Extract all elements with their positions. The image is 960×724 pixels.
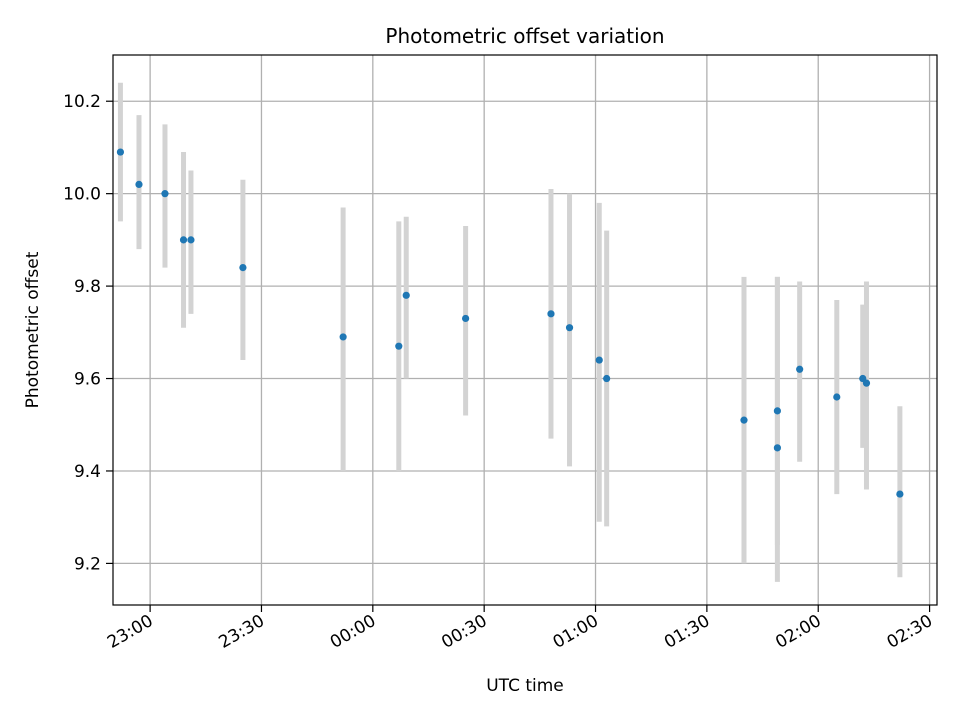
data-point bbox=[773, 407, 781, 415]
data-point bbox=[395, 342, 403, 350]
data-point bbox=[896, 490, 904, 498]
data-point bbox=[135, 180, 143, 189]
chart-title: Photometric offset variation bbox=[385, 24, 664, 48]
plot-frame bbox=[112, 54, 938, 606]
data-point bbox=[402, 291, 410, 299]
data-point bbox=[833, 393, 841, 401]
data-point bbox=[595, 356, 603, 364]
y-axis-label: Photometric offset bbox=[23, 251, 43, 408]
y-tick-label: 9.8 bbox=[74, 277, 101, 297]
data-points bbox=[116, 148, 904, 498]
data-point bbox=[862, 379, 871, 387]
y-tick-label: 10.2 bbox=[63, 92, 101, 112]
data-point bbox=[603, 374, 611, 383]
data-point bbox=[116, 148, 125, 156]
y-tick-label: 9.2 bbox=[74, 554, 101, 574]
data-point bbox=[239, 264, 247, 272]
data-point bbox=[187, 236, 195, 244]
data-point bbox=[161, 190, 169, 198]
y-tick-label: 9.6 bbox=[74, 370, 101, 390]
y-tick-label: 10.0 bbox=[63, 185, 101, 205]
y-axis-ticks: 9.2 9.4 9.6 9.8 10.0 10.2 bbox=[63, 92, 113, 574]
data-point bbox=[565, 324, 574, 332]
y-tick-label: 9.4 bbox=[74, 462, 101, 482]
data-point bbox=[773, 444, 781, 452]
data-point bbox=[796, 365, 804, 373]
data-point bbox=[462, 314, 470, 323]
data-point bbox=[740, 416, 748, 424]
data-point bbox=[339, 333, 347, 341]
data-point bbox=[547, 310, 555, 318]
x-axis-label: UTC time bbox=[486, 676, 564, 696]
data-point bbox=[179, 236, 188, 244]
plot-area bbox=[113, 55, 937, 605]
